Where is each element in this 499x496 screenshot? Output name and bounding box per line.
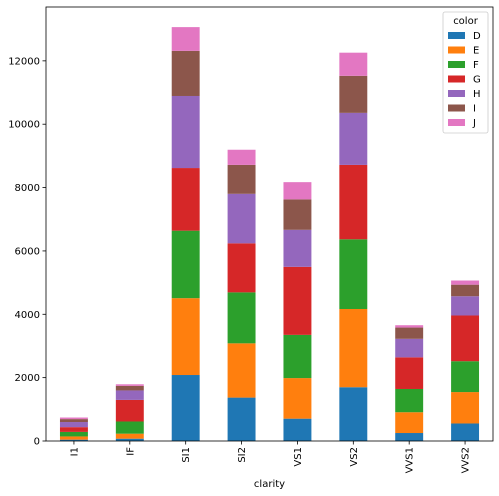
y-tick-label: 10000 xyxy=(8,120,40,131)
legend-swatch-G xyxy=(448,75,465,83)
bar-G-SI1 xyxy=(171,168,200,231)
y-tick-label: 12000 xyxy=(8,56,40,67)
y-tick-label: 0 xyxy=(34,437,40,448)
bar-E-SI1 xyxy=(171,298,200,376)
bar-D-VVS2 xyxy=(451,423,480,441)
x-tick-label: SI1 xyxy=(181,447,192,463)
legend-swatch-F xyxy=(448,61,465,68)
bar-I-IF xyxy=(115,385,144,391)
bar-G-I1 xyxy=(59,427,88,432)
y-tick-label: 4000 xyxy=(15,310,40,321)
bar-E-SI2 xyxy=(227,343,256,398)
y-tick-label: 2000 xyxy=(15,373,40,384)
bar-F-VS2 xyxy=(339,239,368,309)
bar-E-VVS1 xyxy=(395,412,424,434)
legend-swatch-J xyxy=(448,119,465,126)
legend-swatch-E xyxy=(448,46,465,54)
bar-J-I1 xyxy=(59,417,88,420)
plot-frame xyxy=(45,6,494,442)
legend-swatch-H xyxy=(448,90,465,97)
bar-H-VVS2 xyxy=(451,296,480,316)
legend-entry-D: D xyxy=(473,31,481,42)
bar-G-VS2 xyxy=(339,164,368,240)
bar-D-VS2 xyxy=(339,387,368,441)
bar-F-SI1 xyxy=(171,230,200,299)
legend-entry-J: J xyxy=(472,118,476,129)
bar-G-VVS1 xyxy=(395,357,424,389)
bar-H-SI2 xyxy=(227,193,256,244)
legend-swatch-D xyxy=(448,32,465,39)
x-tick-label: IF xyxy=(125,447,136,456)
legend-box xyxy=(442,11,489,134)
legend-title: color xyxy=(453,16,479,27)
plot-area xyxy=(46,7,493,441)
bar-E-VVS2 xyxy=(451,392,480,424)
y-tick-label: 8000 xyxy=(15,183,40,194)
bar-I-VS2 xyxy=(339,75,368,113)
x-tick-label: VS1 xyxy=(293,447,304,467)
legend-swatch-I xyxy=(448,104,465,112)
bar-G-VS1 xyxy=(283,266,312,335)
bar-I-SI2 xyxy=(227,164,256,194)
x-tick-label: VVS1 xyxy=(405,447,416,473)
bar-H-IF xyxy=(115,390,144,400)
bar-J-IF xyxy=(115,384,144,386)
bar-H-VS1 xyxy=(283,229,312,267)
x-axis-label: clarity xyxy=(254,479,285,490)
bar-D-SI2 xyxy=(227,397,256,441)
bar-G-VVS2 xyxy=(451,315,480,362)
bar-F-SI2 xyxy=(227,292,256,344)
legend-entry-I: I xyxy=(473,104,476,115)
bar-I-VS1 xyxy=(283,199,312,230)
bars-layer xyxy=(59,27,480,441)
bar-G-IF xyxy=(115,399,144,422)
bar-F-I1 xyxy=(59,431,88,437)
bar-I-SI1 xyxy=(171,50,200,96)
bar-J-VVS2 xyxy=(451,280,480,285)
bar-J-SI1 xyxy=(171,27,200,51)
y-tick-label: 6000 xyxy=(15,246,40,257)
bar-D-SI1 xyxy=(171,375,200,441)
x-tick-label: VS2 xyxy=(349,447,360,467)
bar-H-VVS1 xyxy=(395,338,424,358)
x-tick-label: VVS2 xyxy=(461,447,472,473)
legend-entry-H: H xyxy=(473,89,481,100)
bar-D-VS1 xyxy=(283,418,312,441)
bar-E-IF xyxy=(115,433,144,439)
bar-E-VS1 xyxy=(283,378,312,419)
bar-H-SI1 xyxy=(171,95,200,169)
legend-entry-E: E xyxy=(473,46,479,57)
x-axis: I1 IF SI1 SI2 VS1 VS2 VVS1 VVS2 xyxy=(69,441,472,473)
bar-G-SI2 xyxy=(227,243,256,293)
bar-D-VVS1 xyxy=(395,433,424,441)
legend-entry-G: G xyxy=(473,75,481,86)
bar-J-VS1 xyxy=(283,182,312,200)
bar-I-VVS2 xyxy=(451,284,480,297)
bar-D-I1 xyxy=(59,439,88,441)
bar-F-IF xyxy=(115,421,144,434)
bar-J-VS2 xyxy=(339,52,368,76)
bar-J-SI2 xyxy=(227,149,256,165)
bar-F-VVS2 xyxy=(451,361,480,393)
bar-H-I1 xyxy=(59,422,88,428)
bar-J-VVS1 xyxy=(395,325,424,328)
bar-F-VVS1 xyxy=(395,388,424,413)
bar-F-VS1 xyxy=(283,334,312,379)
y-axis: 0 2000 4000 6000 8000 10000 12000 xyxy=(8,56,46,448)
bar-D-IF xyxy=(115,438,144,441)
x-tick-label: I1 xyxy=(69,447,80,456)
x-tick-label: SI2 xyxy=(237,447,248,463)
legend-entry-F: F xyxy=(473,60,479,71)
bar-I-I1 xyxy=(59,419,88,423)
bar-E-I1 xyxy=(59,436,88,440)
bar-I-VVS1 xyxy=(395,327,424,339)
bar-H-VS2 xyxy=(339,112,368,165)
bar-E-VS2 xyxy=(339,308,368,388)
